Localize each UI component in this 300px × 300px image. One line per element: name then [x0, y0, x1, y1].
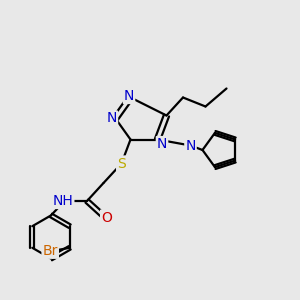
Text: Br: Br: [43, 244, 58, 258]
Text: O: O: [101, 211, 112, 224]
Text: N: N: [157, 137, 167, 151]
Text: N: N: [107, 112, 117, 125]
Text: NH: NH: [52, 194, 74, 208]
Text: N: N: [185, 139, 196, 152]
Text: N: N: [124, 89, 134, 103]
Text: S: S: [117, 157, 126, 170]
